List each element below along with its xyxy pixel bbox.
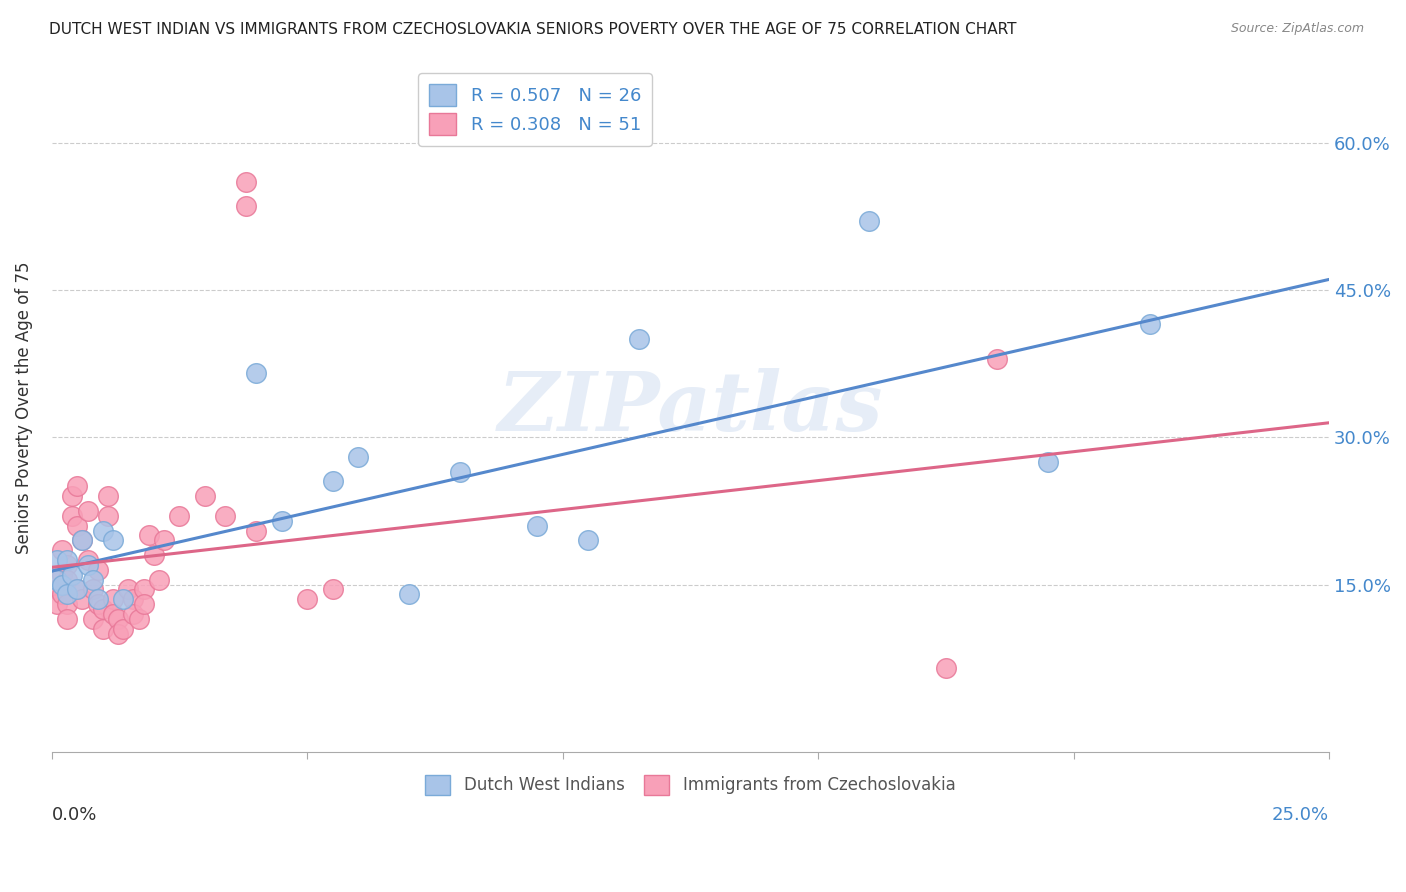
Point xyxy=(214,508,236,523)
Point xyxy=(235,199,257,213)
Point xyxy=(142,548,165,562)
Point xyxy=(51,587,73,601)
Point xyxy=(45,573,67,587)
Point xyxy=(322,582,344,597)
Point xyxy=(51,567,73,582)
Point xyxy=(82,573,104,587)
Point xyxy=(1139,318,1161,332)
Point xyxy=(101,592,124,607)
Point xyxy=(117,582,139,597)
Point xyxy=(97,489,120,503)
Point xyxy=(270,514,292,528)
Point xyxy=(66,582,89,597)
Point xyxy=(295,592,318,607)
Point xyxy=(66,582,89,597)
Text: DUTCH WEST INDIAN VS IMMIGRANTS FROM CZECHOSLOVAKIA SENIORS POVERTY OVER THE AGE: DUTCH WEST INDIAN VS IMMIGRANTS FROM CZE… xyxy=(49,22,1017,37)
Point xyxy=(101,533,124,548)
Point xyxy=(858,214,880,228)
Point xyxy=(235,175,257,189)
Point xyxy=(76,553,98,567)
Point xyxy=(97,508,120,523)
Point xyxy=(72,533,94,548)
Point xyxy=(87,597,110,611)
Point xyxy=(56,612,79,626)
Point xyxy=(76,558,98,572)
Point xyxy=(56,553,79,567)
Point xyxy=(107,626,129,640)
Point xyxy=(132,582,155,597)
Point xyxy=(398,587,420,601)
Point xyxy=(122,607,145,621)
Point xyxy=(60,489,83,503)
Point xyxy=(82,582,104,597)
Legend: Dutch West Indians, Immigrants from Czechoslovakia: Dutch West Indians, Immigrants from Czec… xyxy=(419,768,962,802)
Point xyxy=(66,518,89,533)
Point xyxy=(450,465,472,479)
Point xyxy=(935,661,957,675)
Point xyxy=(101,607,124,621)
Point xyxy=(56,587,79,601)
Point xyxy=(245,367,267,381)
Text: 25.0%: 25.0% xyxy=(1272,805,1329,823)
Point xyxy=(72,533,94,548)
Point xyxy=(51,543,73,558)
Point xyxy=(148,573,170,587)
Point xyxy=(76,504,98,518)
Point xyxy=(245,524,267,538)
Point xyxy=(122,592,145,607)
Point xyxy=(56,597,79,611)
Point xyxy=(45,597,67,611)
Point xyxy=(66,479,89,493)
Point xyxy=(60,567,83,582)
Point xyxy=(153,533,176,548)
Point xyxy=(82,612,104,626)
Point xyxy=(51,577,73,591)
Point xyxy=(56,573,79,587)
Point xyxy=(72,592,94,607)
Text: 0.0%: 0.0% xyxy=(52,805,97,823)
Point xyxy=(1036,455,1059,469)
Point xyxy=(347,450,370,464)
Y-axis label: Seniors Poverty Over the Age of 75: Seniors Poverty Over the Age of 75 xyxy=(15,261,32,554)
Point xyxy=(112,592,135,607)
Point xyxy=(128,612,150,626)
Point xyxy=(60,508,83,523)
Point xyxy=(132,597,155,611)
Point xyxy=(322,475,344,489)
Point xyxy=(107,612,129,626)
Point xyxy=(45,553,67,567)
Point xyxy=(576,533,599,548)
Point xyxy=(194,489,217,503)
Text: Source: ZipAtlas.com: Source: ZipAtlas.com xyxy=(1230,22,1364,36)
Point xyxy=(87,563,110,577)
Point xyxy=(986,351,1008,366)
Point xyxy=(91,622,114,636)
Point xyxy=(526,518,548,533)
Point xyxy=(56,558,79,572)
Point xyxy=(628,332,651,346)
Point xyxy=(87,592,110,607)
Point xyxy=(138,528,160,542)
Point xyxy=(112,622,135,636)
Point xyxy=(91,524,114,538)
Point xyxy=(91,602,114,616)
Text: ZIPatlas: ZIPatlas xyxy=(498,368,883,448)
Point xyxy=(169,508,191,523)
Point xyxy=(45,582,67,597)
